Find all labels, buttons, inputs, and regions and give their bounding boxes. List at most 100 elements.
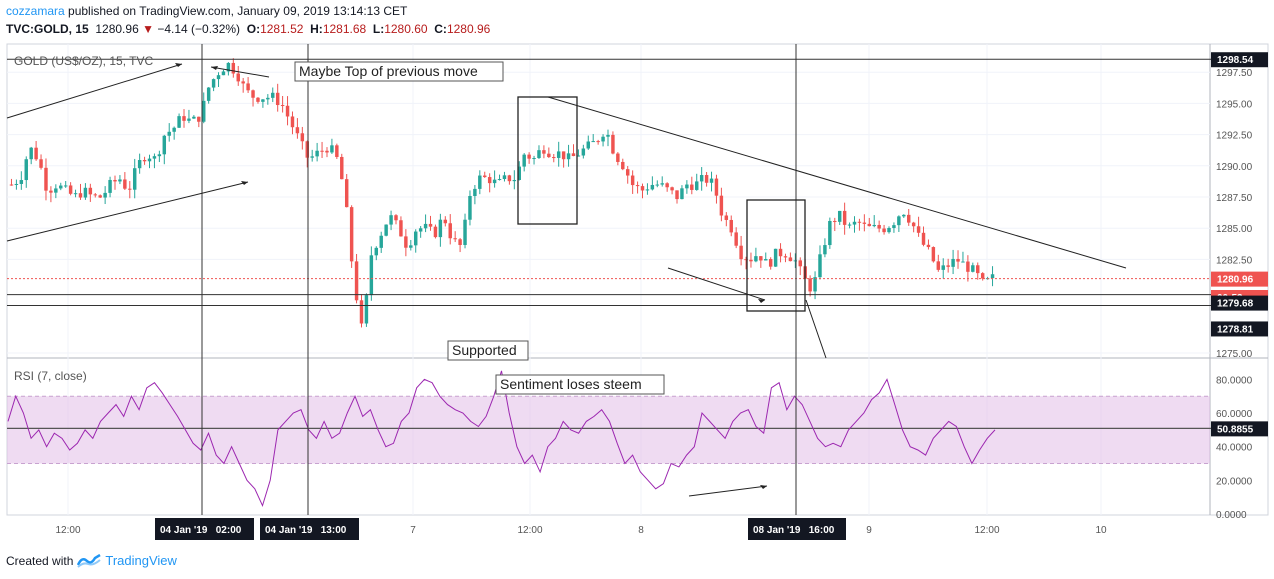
candle xyxy=(680,188,684,200)
candle xyxy=(468,195,472,220)
candle xyxy=(39,159,43,168)
candle xyxy=(793,260,798,262)
candle xyxy=(182,116,186,121)
candle xyxy=(266,97,270,100)
candle xyxy=(241,81,245,84)
candle xyxy=(132,168,137,190)
price-axis: 1297.50 1295.00 1292.50 1290.00 1287.50 1285.… xyxy=(55,52,1268,540)
candle xyxy=(315,150,319,157)
candle xyxy=(897,216,901,226)
trend-line xyxy=(667,267,766,301)
candle xyxy=(187,118,191,121)
candle xyxy=(404,236,408,248)
tradingview-brand[interactable]: TradingView xyxy=(105,553,177,568)
candle xyxy=(749,259,753,262)
candle xyxy=(709,178,714,183)
trend-line xyxy=(210,66,270,78)
candle xyxy=(463,219,467,245)
price-label-text: 1298.54 xyxy=(1217,55,1254,66)
time-tick-label: 7 xyxy=(410,525,416,536)
candle xyxy=(142,160,147,162)
created-with-text: Created with xyxy=(6,553,74,568)
candle xyxy=(842,210,847,225)
candle xyxy=(236,73,240,82)
candle xyxy=(19,180,24,184)
publish-info: cozzamara published on TradingView.com, … xyxy=(6,4,407,18)
candle xyxy=(926,244,931,248)
candle xyxy=(867,223,872,227)
candle xyxy=(246,83,250,91)
candle xyxy=(9,184,14,186)
rsi-value-label: 50.8855 xyxy=(1217,424,1254,435)
price-label-box xyxy=(1211,271,1268,287)
candle xyxy=(517,166,521,181)
close-label: C: xyxy=(434,22,447,36)
highlight-box xyxy=(746,199,806,312)
publish-text: published on TradingView.com, January 09… xyxy=(64,4,408,18)
rsi-band-fill xyxy=(7,396,1210,464)
candle xyxy=(852,221,857,225)
candle xyxy=(640,186,645,191)
candle xyxy=(808,278,812,292)
candle xyxy=(630,175,635,186)
candle xyxy=(256,97,260,102)
candle xyxy=(128,188,132,190)
time-label-text: 04 Jan '19 02:00 xyxy=(160,525,242,536)
candle xyxy=(675,190,679,200)
candle xyxy=(823,245,827,255)
candle xyxy=(655,184,660,186)
trend-line xyxy=(805,299,827,359)
candle xyxy=(887,227,891,233)
candle xyxy=(704,175,709,183)
down-arrow-icon: ▼ xyxy=(142,22,154,36)
candle xyxy=(29,147,33,160)
candle xyxy=(699,175,704,182)
candle xyxy=(418,228,423,232)
candle xyxy=(581,148,586,156)
candle xyxy=(177,116,181,128)
price-tick-label: 1290.00 xyxy=(1216,162,1253,173)
candle xyxy=(93,194,98,196)
candle xyxy=(369,255,374,296)
candle xyxy=(862,222,867,224)
price-label-box xyxy=(1211,321,1268,337)
rsi-pane-title: RSI (7, close) xyxy=(14,369,87,383)
candle xyxy=(729,219,733,233)
candle xyxy=(980,273,985,279)
candle xyxy=(359,300,364,324)
candle xyxy=(764,259,768,261)
candle xyxy=(206,87,211,101)
candle xyxy=(251,90,255,98)
open-value: 1281.52 xyxy=(260,22,304,36)
candle xyxy=(892,225,896,228)
candle xyxy=(98,195,102,198)
candle xyxy=(542,150,546,154)
author-link[interactable]: cozzamara xyxy=(6,4,65,18)
candle xyxy=(167,131,171,136)
candle xyxy=(556,151,561,158)
price-tick-label: 1285.00 xyxy=(1216,224,1253,235)
candle xyxy=(561,151,566,160)
arrow-head-icon xyxy=(241,181,248,185)
high-label: H: xyxy=(310,22,323,36)
candle xyxy=(902,214,906,217)
candle xyxy=(527,154,531,159)
trend-line xyxy=(6,181,249,242)
candle xyxy=(547,153,551,158)
time-label-text: 04 Jan '19 13:00 xyxy=(265,525,347,536)
trend-line xyxy=(6,63,183,119)
candle xyxy=(344,179,349,208)
low-value: 1280.60 xyxy=(384,22,428,36)
candle xyxy=(157,154,162,157)
candle xyxy=(275,92,280,106)
arrow-head-icon xyxy=(760,485,767,489)
time-tick-label: 12:00 xyxy=(55,525,80,536)
candle xyxy=(719,195,724,216)
candle xyxy=(152,156,157,159)
candle xyxy=(645,189,650,191)
rsi-band xyxy=(7,395,1268,465)
candle xyxy=(364,295,369,324)
highlight-box xyxy=(517,96,578,225)
candle xyxy=(34,147,38,160)
